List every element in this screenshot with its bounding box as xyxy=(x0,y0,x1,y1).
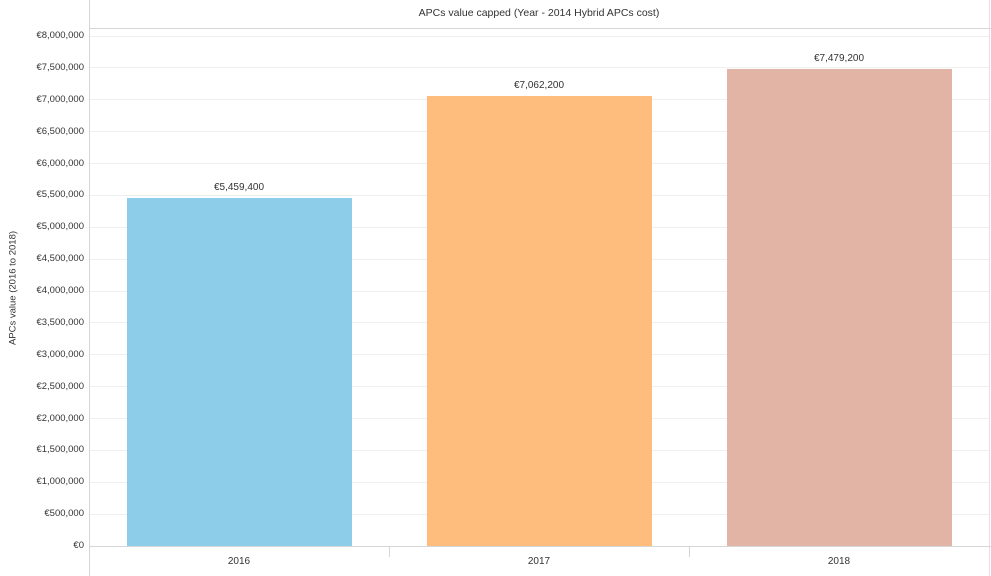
y-tick-label: €3,000,000 xyxy=(36,348,84,360)
gridline xyxy=(90,35,989,37)
y-tick-label: €2,000,000 xyxy=(36,412,84,424)
y-tick-label: €5,500,000 xyxy=(36,189,84,201)
y-tick-label: €5,000,000 xyxy=(36,221,84,233)
bar-2016[interactable] xyxy=(126,197,352,546)
bar-2017[interactable] xyxy=(426,95,652,546)
y-tick-label: €500,000 xyxy=(44,508,84,520)
y-tick-label: €6,000,000 xyxy=(36,157,84,169)
y-tick-label: €4,000,000 xyxy=(36,285,84,296)
y-tick-label: €6,500,000 xyxy=(36,125,84,137)
y-tick-label: €8,000,000 xyxy=(36,30,84,41)
chart-title: APCs value capped (Year - 2014 Hybrid AP… xyxy=(418,7,660,19)
y-tick-label: €4,500,000 xyxy=(36,253,84,265)
y-axis-line xyxy=(89,0,90,576)
x-axis-tick xyxy=(689,547,690,557)
y-tick-label: €7,500,000 xyxy=(36,61,84,73)
x-tick-label-2016: 2016 xyxy=(227,556,251,567)
y-tick-label: €7,000,000 xyxy=(36,93,84,105)
y-tick-label: €1,500,000 xyxy=(36,444,84,456)
x-tick-label-2017: 2017 xyxy=(527,556,551,567)
y-tick-label: €3,500,000 xyxy=(36,316,84,328)
x-tick-label-2018: 2018 xyxy=(827,556,851,567)
bar-value-label: €7,479,200 xyxy=(813,53,865,65)
x-axis-line xyxy=(89,546,991,547)
gridline xyxy=(90,67,989,69)
bar-value-label: €5,459,400 xyxy=(213,181,265,193)
y-tick-label: €0 xyxy=(73,540,84,551)
plot-right-border xyxy=(989,0,990,576)
y-tick-label: €1,000,000 xyxy=(36,476,84,488)
bar-value-label: €7,062,200 xyxy=(513,79,565,91)
title-divider-line xyxy=(89,28,991,29)
y-tick-label: €2,500,000 xyxy=(36,380,84,392)
bar-2018[interactable] xyxy=(726,69,952,546)
x-axis-tick xyxy=(389,547,390,557)
